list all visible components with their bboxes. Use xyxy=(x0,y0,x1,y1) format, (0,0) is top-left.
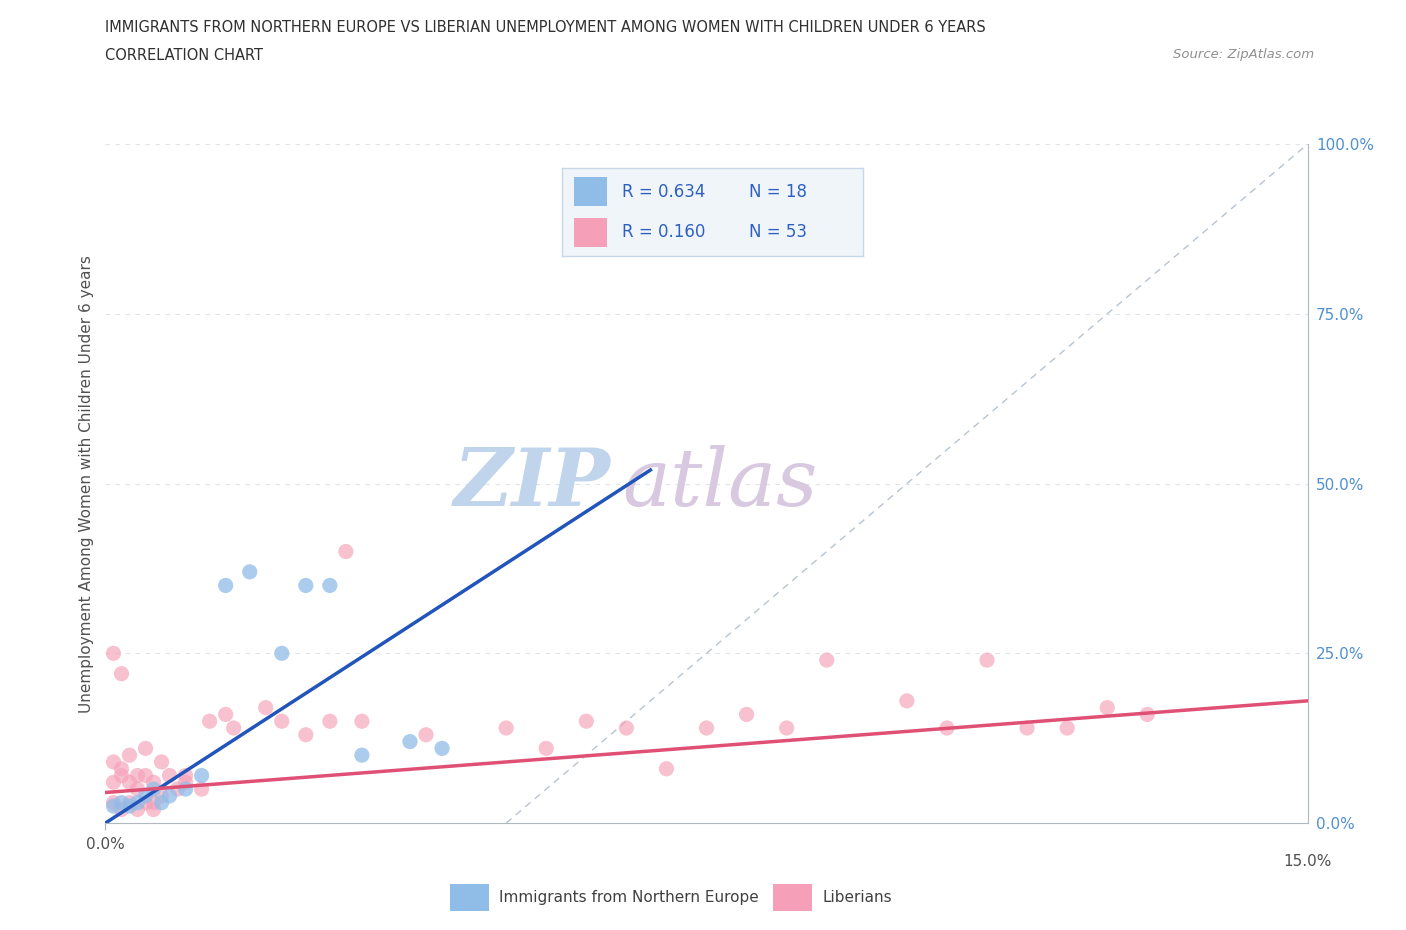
Point xyxy=(616,721,638,736)
Point xyxy=(103,795,125,810)
Point xyxy=(815,653,838,668)
Point xyxy=(159,789,181,804)
Point xyxy=(166,781,188,796)
Point xyxy=(135,789,157,804)
Point xyxy=(1017,721,1039,736)
Text: Source: ZipAtlas.com: Source: ZipAtlas.com xyxy=(1174,48,1315,61)
Point xyxy=(142,781,165,796)
Point xyxy=(350,748,373,763)
Point xyxy=(415,727,437,742)
Point xyxy=(103,754,125,769)
Point xyxy=(127,768,149,783)
Point xyxy=(127,781,149,796)
Point xyxy=(190,768,212,783)
Point xyxy=(1097,700,1119,715)
Point xyxy=(655,762,678,777)
Text: N = 18: N = 18 xyxy=(748,182,807,201)
Point xyxy=(118,775,141,790)
Text: Immigrants from Northern Europe: Immigrants from Northern Europe xyxy=(499,890,759,905)
Point xyxy=(295,727,318,742)
Point xyxy=(254,700,277,715)
Y-axis label: Unemployment Among Women with Children Under 6 years: Unemployment Among Women with Children U… xyxy=(79,255,94,712)
Text: IMMIGRANTS FROM NORTHERN EUROPE VS LIBERIAN UNEMPLOYMENT AMONG WOMEN WITH CHILDR: IMMIGRANTS FROM NORTHERN EUROPE VS LIBER… xyxy=(105,20,986,35)
Point xyxy=(127,795,149,810)
Point xyxy=(174,768,197,783)
Bar xyxy=(574,177,607,206)
Point xyxy=(350,714,373,729)
Point xyxy=(976,653,998,668)
Point xyxy=(270,646,292,661)
Point xyxy=(696,721,718,736)
Point xyxy=(135,795,157,810)
Bar xyxy=(574,219,607,247)
Point xyxy=(776,721,799,736)
Text: 15.0%: 15.0% xyxy=(1284,854,1331,869)
Point xyxy=(118,795,141,810)
Text: Liberians: Liberians xyxy=(823,890,893,905)
Text: atlas: atlas xyxy=(623,445,818,523)
Point xyxy=(110,768,132,783)
Point xyxy=(135,768,157,783)
Point xyxy=(110,802,132,817)
Point xyxy=(214,578,236,593)
Point xyxy=(198,714,221,729)
Point xyxy=(150,795,173,810)
Point xyxy=(103,646,125,661)
Bar xyxy=(773,884,813,911)
Point xyxy=(295,578,318,593)
Point xyxy=(936,721,959,736)
Point xyxy=(159,768,181,783)
Point xyxy=(430,741,453,756)
Point xyxy=(150,754,173,769)
Point xyxy=(110,666,132,681)
Point xyxy=(135,741,157,756)
Point xyxy=(399,734,422,749)
Point xyxy=(118,748,141,763)
Point xyxy=(103,799,125,814)
Point xyxy=(110,795,132,810)
Point xyxy=(142,802,165,817)
Text: CORRELATION CHART: CORRELATION CHART xyxy=(105,48,263,63)
Point xyxy=(142,795,165,810)
Bar xyxy=(450,884,489,911)
Point xyxy=(534,741,557,756)
Point xyxy=(1136,707,1159,722)
Text: R = 0.634: R = 0.634 xyxy=(623,182,706,201)
Point xyxy=(142,775,165,790)
Point xyxy=(896,694,918,709)
Text: N = 53: N = 53 xyxy=(748,223,807,242)
Point xyxy=(319,578,342,593)
Point xyxy=(270,714,292,729)
Point xyxy=(239,565,262,579)
Point xyxy=(735,707,758,722)
Point xyxy=(495,721,517,736)
Point xyxy=(222,721,245,736)
Point xyxy=(174,775,197,790)
Point xyxy=(174,781,197,796)
Point xyxy=(214,707,236,722)
Point xyxy=(127,802,149,817)
Point xyxy=(1056,721,1078,736)
Point xyxy=(110,762,132,777)
Text: R = 0.160: R = 0.160 xyxy=(623,223,706,242)
Point xyxy=(335,544,357,559)
Point xyxy=(319,714,342,729)
Point xyxy=(103,775,125,790)
Point xyxy=(190,781,212,796)
Text: ZIP: ZIP xyxy=(454,445,610,523)
Point xyxy=(118,799,141,814)
Point xyxy=(575,714,598,729)
Point xyxy=(150,789,173,804)
